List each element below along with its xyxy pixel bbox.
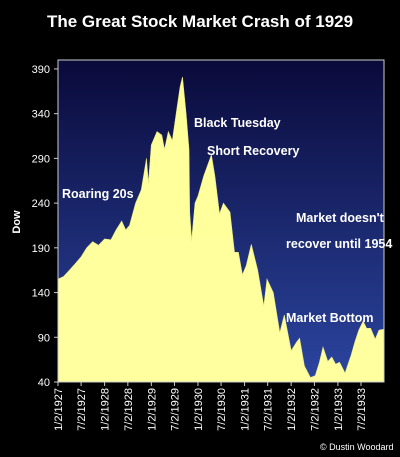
copyright-credit: © Dustin Woodard — [320, 442, 394, 452]
annotation-short-recovery: Short Recovery — [207, 144, 299, 158]
y-tick-label: 240 — [32, 198, 50, 210]
x-tick-label: 1/2/1931 — [240, 388, 252, 431]
y-tick-label: 140 — [32, 288, 50, 300]
x-tick-label: 7/2/1929 — [169, 388, 181, 431]
y-tick-label: 190 — [32, 243, 50, 255]
x-axis-ticks: 1/2/1927 7/2/1927 1/2/1928 7/2/1928 1/2/1929… — [53, 382, 368, 431]
annotation-recover-until-1954: recover until 1954 — [286, 237, 392, 251]
x-tick-label: 1/2/1933 — [333, 388, 345, 431]
annotation-black-tuesday: Black Tuesday — [194, 116, 281, 130]
x-tick-label: 7/2/1927 — [76, 388, 88, 431]
x-tick-label: 7/2/1933 — [356, 388, 368, 431]
y-tick-label: 290 — [32, 153, 50, 165]
x-tick-label: 1/2/1927 — [53, 388, 65, 431]
y-tick-label: 340 — [32, 109, 50, 121]
annotation-market-doesnt: Market doesn't — [296, 211, 385, 225]
y-axis-ticks: 40 90 140 190 240 290 340 390 — [32, 64, 58, 389]
annotation-roaring-20s: Roaring 20s — [62, 187, 134, 201]
x-tick-label: 7/2/1931 — [263, 388, 275, 431]
y-tick-label: 90 — [38, 332, 50, 344]
x-tick-label: 7/2/1932 — [309, 388, 321, 431]
x-tick-label: 1/2/1932 — [286, 388, 298, 431]
annotation-market-bottom: Market Bottom — [286, 311, 374, 325]
dow-area-series — [57, 76, 385, 383]
x-tick-label: 7/2/1928 — [123, 388, 135, 431]
chart-title: The Great Stock Market Crash of 1929 — [47, 12, 353, 31]
x-tick-label: 1/2/1930 — [193, 388, 205, 431]
x-tick-label: 1/2/1928 — [100, 388, 112, 431]
y-axis-label: Dow — [11, 210, 23, 234]
x-tick-label: 1/2/1929 — [146, 388, 158, 431]
y-tick-label: 40 — [38, 377, 50, 389]
y-tick-label: 390 — [32, 64, 50, 76]
x-tick-label: 7/2/1930 — [216, 388, 228, 431]
